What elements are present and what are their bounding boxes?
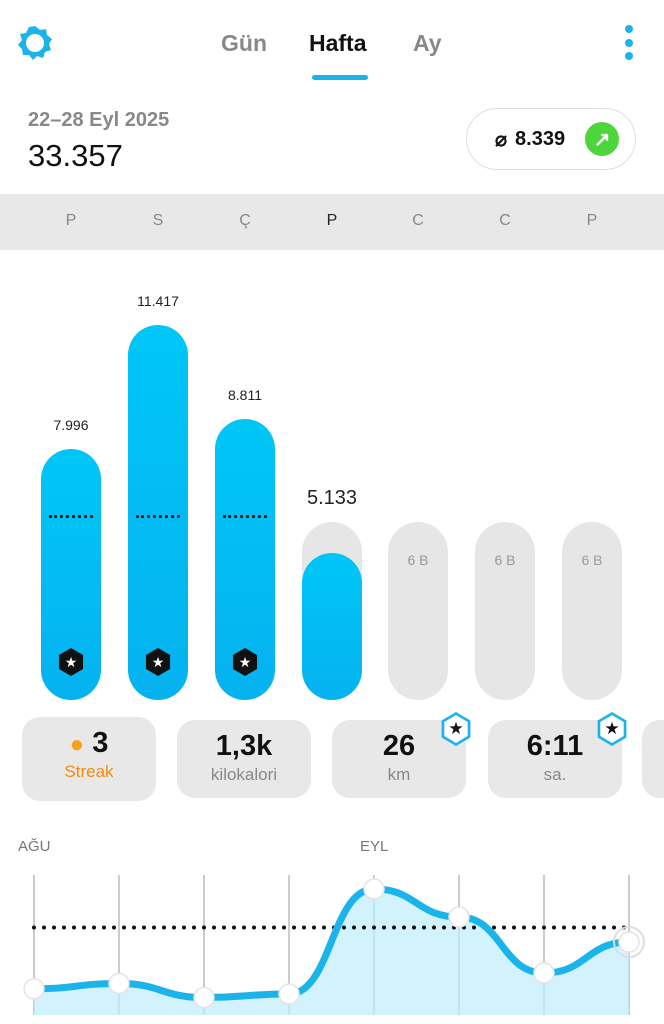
average-value: 8.339 — [515, 127, 566, 150]
stat-value-text: 3 — [92, 727, 109, 759]
stat-value-text: 1,3k — [215, 730, 273, 762]
bar-placeholder[interactable] — [388, 522, 448, 700]
bar-placeholder-label: 6 B — [407, 552, 429, 568]
goal-star-icon: ★ — [58, 648, 84, 676]
week-total: 33.357 — [28, 138, 123, 173]
star-badge-icon: ★ — [597, 712, 627, 746]
month-label-sep: EYL — [360, 838, 389, 855]
more-vertical-icon — [625, 25, 633, 60]
month-label-aug: AĞU — [18, 838, 51, 855]
next-card-partial[interactable] — [642, 720, 664, 798]
stat-card-kilokalori[interactable]: 1,3k kilokalori — [177, 720, 311, 798]
data-point — [108, 972, 130, 995]
flame-icon: ● — [69, 731, 85, 758]
date-range: 22–28 Eyl 2025 — [28, 109, 170, 131]
bar[interactable] — [128, 324, 188, 700]
goal-star-icon: ★ — [145, 648, 171, 676]
stat-label: Streak — [64, 762, 114, 781]
stat-value: ● 3 — [22, 727, 156, 760]
gear-icon — [18, 26, 52, 60]
trend-area — [34, 889, 629, 1015]
stat-label: kilokalori — [210, 765, 278, 784]
data-point — [533, 962, 555, 984]
stat-value: 1,3k — [177, 730, 311, 763]
stat-value-text: 26 — [382, 730, 416, 762]
goal-star-icon: ★ — [232, 648, 258, 676]
data-point — [23, 978, 45, 1000]
tab-month[interactable]: Ay — [413, 30, 442, 56]
bar-placeholder-label: 6 B — [581, 552, 603, 568]
data-point — [278, 983, 300, 1005]
active-tab-indicator — [312, 75, 368, 80]
goal-line-marker — [223, 515, 267, 518]
goal-line-marker — [49, 515, 93, 518]
current-week-ring — [613, 926, 645, 959]
data-point — [448, 906, 470, 928]
data-point — [363, 878, 385, 900]
bar-value-label: 7.996 — [53, 416, 89, 433]
weekday-label[interactable]: P — [65, 212, 77, 229]
trend-line — [30, 885, 633, 1002]
average-pill[interactable]: ⌀ 8.339 ↗ — [466, 108, 636, 170]
more-menu-button[interactable] — [620, 24, 638, 62]
average-symbol: ⌀ — [495, 128, 508, 151]
goal-line-marker — [136, 515, 180, 518]
bar-placeholder-label: 6 B — [494, 552, 516, 568]
weekday-label[interactable]: P — [326, 212, 338, 229]
stat-label: sa. — [543, 765, 567, 784]
bar-value-label: 11.417 — [137, 292, 179, 309]
bar-placeholder[interactable] — [562, 522, 622, 700]
stat-value: 26 — [332, 730, 466, 763]
stat-card-streak[interactable]: ● 3 Streak — [22, 717, 156, 801]
stat-value: 6:11 — [488, 730, 622, 763]
bar-today[interactable] — [302, 552, 362, 700]
settings-button[interactable] — [16, 24, 54, 62]
tab-week[interactable]: Hafta — [309, 30, 367, 56]
weekday-label[interactable]: P — [586, 212, 598, 229]
weekday-label[interactable]: S — [152, 212, 164, 229]
data-point — [193, 986, 215, 1009]
weekly-trend-chart — [23, 875, 645, 1015]
data-point — [618, 931, 640, 953]
bar-value-label: 8.811 — [228, 387, 262, 404]
bar-value-label: 5.133 — [306, 487, 358, 509]
stat-value-text: 6:11 — [526, 730, 584, 762]
weekday-label[interactable]: C — [499, 212, 511, 229]
weekday-label[interactable]: Ç — [239, 212, 251, 229]
weekday-label[interactable]: C — [412, 212, 424, 229]
bar-placeholder[interactable] — [475, 522, 535, 700]
tab-day[interactable]: Gün — [221, 30, 267, 56]
trend-up-icon: ↗ — [585, 122, 620, 156]
star-badge-icon: ★ — [441, 712, 471, 746]
stat-label: km — [387, 765, 411, 784]
